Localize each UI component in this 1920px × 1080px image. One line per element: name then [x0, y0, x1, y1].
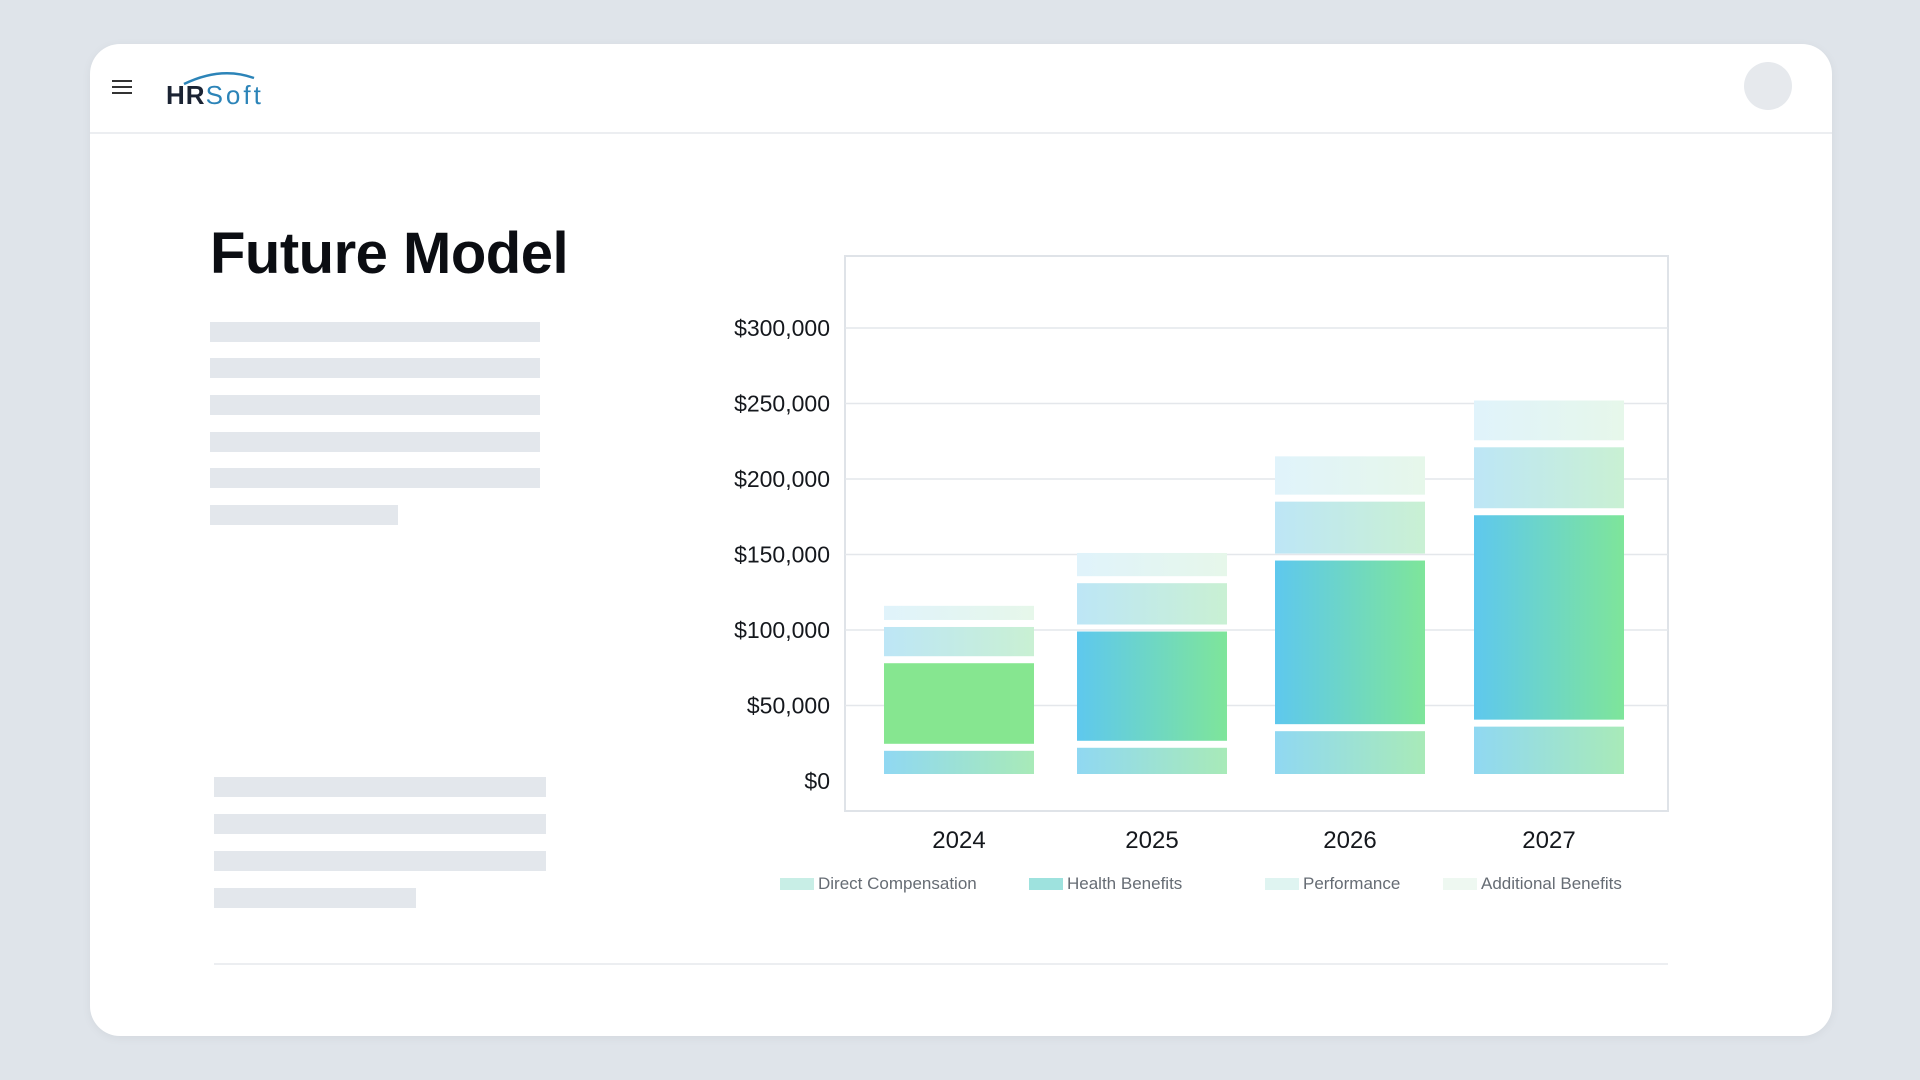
- bar-performance: [1077, 583, 1227, 625]
- legend-item-health-benefits: Health Benefits: [1029, 872, 1182, 896]
- y-tick-label: $300,000: [734, 315, 830, 341]
- text-placeholder: [210, 322, 540, 342]
- legend-item-additional-benefits: Additional Benefits: [1443, 872, 1622, 896]
- hamburger-icon[interactable]: [112, 80, 134, 96]
- text-placeholder: [210, 468, 540, 488]
- bar-direct-compensation: [1275, 731, 1425, 774]
- x-tick-label: 2025: [1125, 827, 1178, 854]
- plot-frame: [844, 255, 1669, 812]
- bar-additional-benefits: [884, 605, 1034, 620]
- bar-performance: [884, 626, 1034, 657]
- user-avatar[interactable]: [1744, 62, 1792, 110]
- legend-item-performance: Performance: [1265, 872, 1400, 896]
- legend-item-direct-compensation: Direct Compensation: [780, 872, 977, 896]
- x-tick-label: 2027: [1522, 827, 1575, 854]
- logo-arc: [183, 72, 255, 86]
- legend-swatch: [1443, 878, 1477, 890]
- y-tick-label: $250,000: [734, 391, 830, 417]
- logo-hr-text: HR: [166, 80, 206, 110]
- bar-additional-benefits: [1474, 400, 1624, 441]
- text-placeholder: [214, 814, 546, 834]
- text-placeholder: [210, 358, 540, 378]
- bar-direct-compensation: [884, 750, 1034, 774]
- bar-health-benefits: [1077, 631, 1227, 741]
- text-placeholder: [214, 777, 546, 797]
- bar-additional-benefits: [1275, 456, 1425, 495]
- bar-direct-compensation: [1474, 726, 1624, 774]
- legend-label: Performance: [1303, 874, 1401, 893]
- y-tick-label: $100,000: [734, 617, 830, 643]
- y-tick-label: $150,000: [734, 542, 830, 568]
- logo-soft-text: Soft: [205, 80, 264, 110]
- legend-swatch: [1029, 878, 1063, 890]
- bottom-divider: [214, 963, 1668, 965]
- bar-performance: [1275, 501, 1425, 554]
- y-tick-label: $50,000: [747, 693, 830, 719]
- text-placeholder: [214, 888, 416, 908]
- bar-health-benefits: [1275, 560, 1425, 725]
- bar-direct-compensation: [1077, 747, 1227, 774]
- legend-label: Direct Compensation: [818, 874, 977, 893]
- legend-label: Health Benefits: [1067, 874, 1183, 893]
- main-card: HRSoft Future Model: [90, 44, 1832, 1036]
- hrsoft-logo[interactable]: HRSoft: [166, 68, 276, 112]
- top-bar: HRSoft: [90, 44, 1832, 134]
- text-placeholder: [210, 432, 540, 452]
- legend-swatch: [780, 878, 814, 890]
- legend-label: Additional Benefits: [1481, 874, 1622, 893]
- text-placeholder: [210, 505, 398, 525]
- y-tick-label: $200,000: [734, 466, 830, 492]
- text-placeholder: [214, 851, 546, 871]
- legend-swatch: [1265, 878, 1299, 890]
- page-title: Future Model: [210, 221, 569, 286]
- x-tick-label: 2024: [932, 827, 985, 854]
- text-placeholder: [210, 395, 540, 415]
- bar-health-benefits: [1474, 515, 1624, 720]
- y-tick-label: $0: [804, 768, 830, 794]
- bar-additional-benefits: [1077, 552, 1227, 577]
- stacked-bar-chart: $0 $50,000 $100,000 $150,000 $200,000 $250,00…: [734, 255, 1669, 854]
- x-tick-label: 2026: [1323, 827, 1376, 854]
- bar-health-benefits: [884, 663, 1034, 744]
- bar-performance: [1474, 447, 1624, 509]
